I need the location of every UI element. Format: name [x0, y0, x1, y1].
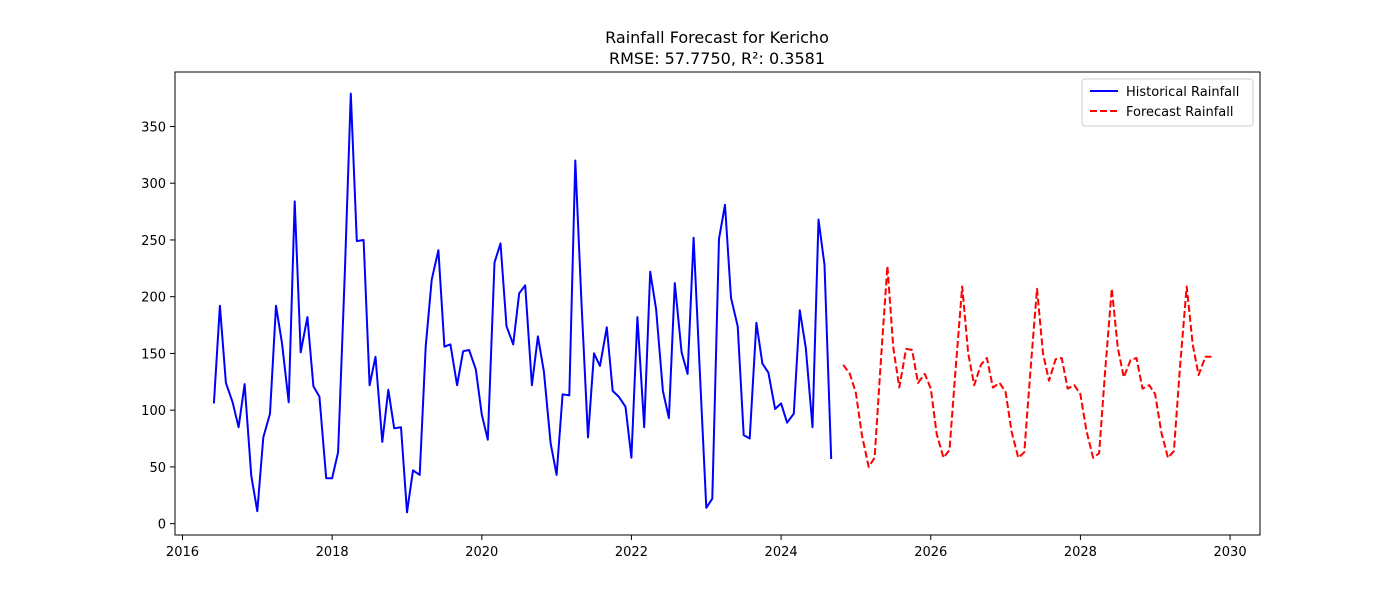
x-tick-label: 2016 [166, 545, 199, 560]
x-tick-label: 2018 [316, 545, 349, 560]
y-tick-label: 50 [149, 461, 166, 476]
legend-label-historical: Historical Rainfall [1126, 85, 1239, 100]
series-layer [212, 92, 1212, 514]
x-tick-label: 2024 [765, 545, 798, 560]
y-tick-label: 300 [141, 177, 166, 192]
legend-label-forecast: Forecast Rainfall [1126, 105, 1233, 120]
legend-box [1081, 78, 1254, 127]
y-tick-label: 250 [141, 234, 166, 249]
y-tick-label: 0 [158, 518, 166, 533]
y-tick-label: 150 [141, 347, 166, 362]
y-tick-label: 350 [141, 120, 166, 135]
chart-title: Rainfall Forecast for Kericho [605, 28, 829, 47]
x-tick-label: 2020 [465, 545, 498, 560]
series-line-forecast [842, 265, 1212, 468]
plot-area [174, 71, 1261, 536]
x-axis: 2016 2018 2020 2022 2024 2026 2028 2030 [166, 535, 1247, 560]
plot-frame [174, 71, 1261, 536]
y-tick-label: 200 [141, 291, 166, 306]
x-tick-label: 2022 [615, 545, 648, 560]
x-tick-label: 2030 [1214, 545, 1247, 560]
series-line-historical [212, 92, 833, 514]
y-tick-label: 100 [141, 404, 166, 419]
legend: Historical Rainfall Forecast Rainfall [1081, 78, 1254, 127]
chart-subtitle: RMSE: 57.7750, R²: 0.3581 [609, 49, 825, 68]
x-tick-label: 2028 [1064, 545, 1097, 560]
y-axis: 0 50 100 150 200 250 300 350 [141, 120, 175, 533]
x-tick-label: 2026 [914, 545, 947, 560]
